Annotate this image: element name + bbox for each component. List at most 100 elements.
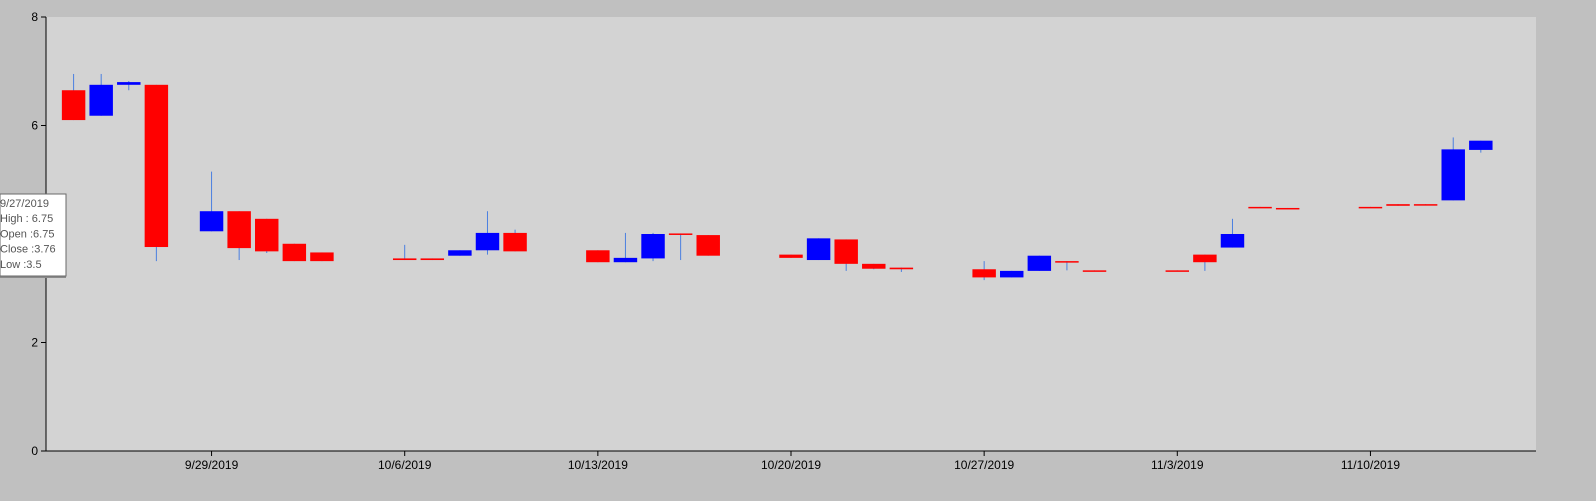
candle[interactable]: [1082, 270, 1107, 272]
y-tick-label: 6: [31, 119, 38, 133]
candle[interactable]: [668, 233, 693, 261]
y-tick-label: 0: [31, 444, 38, 458]
candle[interactable]: [503, 229, 527, 252]
candle[interactable]: [282, 243, 307, 262]
tooltip-box: [0, 193, 67, 277]
candle-body: [1082, 270, 1107, 272]
candle[interactable]: [89, 73, 113, 116]
candle[interactable]: [779, 254, 803, 258]
tooltip-line: 9/27/2019: [0, 198, 49, 210]
candle-body: [862, 263, 886, 269]
candle[interactable]: [1469, 140, 1493, 153]
candle-body: [696, 235, 720, 256]
candle-body: [889, 267, 914, 270]
tooltip-line: High : 6.75: [0, 213, 53, 225]
candle-body: [448, 250, 472, 256]
candle-body: [503, 232, 527, 252]
candle-body: [1165, 270, 1190, 272]
x-tick-label: 11/10/2019: [1341, 458, 1400, 472]
candle[interactable]: [1055, 261, 1079, 271]
candle-body: [1469, 140, 1493, 150]
tooltip-line: Open :6.75: [0, 228, 54, 240]
candle-body: [310, 252, 334, 262]
candle-body: [89, 84, 113, 116]
candles-layer: [61, 73, 1493, 281]
candle-body: [1275, 207, 1300, 210]
candle[interactable]: [862, 263, 886, 270]
candle[interactable]: [144, 84, 169, 262]
candle[interactable]: [1248, 206, 1272, 209]
candle-body: [475, 232, 500, 251]
x-tick-label: 10/6/2019: [378, 458, 432, 472]
candle[interactable]: [255, 218, 279, 253]
x-tick-label: 10/20/2019: [761, 458, 821, 472]
candle[interactable]: [199, 171, 224, 232]
candle[interactable]: [475, 211, 500, 255]
candle[interactable]: [696, 235, 720, 256]
candle[interactable]: [1413, 204, 1438, 206]
candle[interactable]: [1441, 137, 1465, 201]
candle-body: [227, 211, 251, 249]
candle[interactable]: [889, 267, 914, 272]
candle[interactable]: [392, 244, 417, 261]
tooltip-line: Low :3.5: [0, 259, 42, 271]
y-tick-label: 2: [31, 336, 38, 350]
candle-body: [1413, 204, 1438, 206]
x-ticks: 9/29/2019 10/6/2019 10/13/2019 10/20/2019 10…: [185, 451, 1400, 472]
candle[interactable]: [1358, 206, 1383, 209]
candle-body: [1000, 270, 1024, 278]
candle[interactable]: [1275, 207, 1300, 210]
candle-body: [1358, 206, 1383, 209]
candle[interactable]: [448, 250, 472, 256]
candle[interactable]: [1165, 270, 1190, 272]
x-tick-label: 9/29/2019: [185, 458, 239, 472]
candle-body: [668, 233, 693, 235]
candle[interactable]: [806, 238, 831, 261]
tooltip: 9/27/2019 High : 6.75 Open :6.75 Close :3.7…: [0, 193, 67, 278]
x-tick-label: 10/13/2019: [568, 458, 628, 472]
candle-body: [613, 257, 638, 263]
candle-body: [1248, 206, 1272, 209]
x-tick-label: 10/27/2019: [954, 458, 1014, 472]
candle[interactable]: [1386, 204, 1410, 206]
candle-body: [255, 218, 279, 252]
candle[interactable]: [613, 232, 638, 263]
y-tick-label: 8: [31, 10, 38, 24]
candle-body: [1193, 254, 1217, 263]
candle[interactable]: [641, 232, 665, 262]
candle-body: [420, 258, 445, 261]
candle-body: [641, 234, 665, 259]
candle[interactable]: [1220, 218, 1245, 248]
candle[interactable]: [117, 81, 141, 91]
candle-body: [1441, 149, 1465, 201]
candle-body: [392, 258, 417, 261]
candle-body: [117, 82, 141, 85]
candle-body: [1027, 255, 1052, 271]
x-tick-label: 11/3/2019: [1151, 458, 1204, 472]
candle[interactable]: [972, 261, 996, 281]
candle-body: [806, 238, 831, 261]
candle[interactable]: [1000, 270, 1024, 278]
candle-body: [834, 239, 858, 264]
candle[interactable]: [61, 73, 86, 121]
candle-body: [282, 243, 307, 262]
candle[interactable]: [1027, 255, 1052, 271]
candle-body: [1220, 234, 1245, 248]
candle[interactable]: [1193, 254, 1217, 271]
candle-body: [199, 211, 224, 232]
candle-body: [779, 254, 803, 258]
candle-body: [972, 269, 996, 278]
plot-area: [46, 17, 1536, 451]
candle[interactable]: [834, 239, 858, 271]
candle-body: [586, 250, 610, 263]
candle[interactable]: [227, 211, 251, 261]
candle[interactable]: [586, 250, 610, 263]
candle[interactable]: [310, 252, 334, 262]
candle-body: [1386, 204, 1410, 206]
candle-body: [1055, 261, 1079, 263]
candle[interactable]: [420, 258, 445, 261]
candle-body: [144, 84, 169, 248]
tooltip-line: Close :3.76: [0, 244, 56, 256]
